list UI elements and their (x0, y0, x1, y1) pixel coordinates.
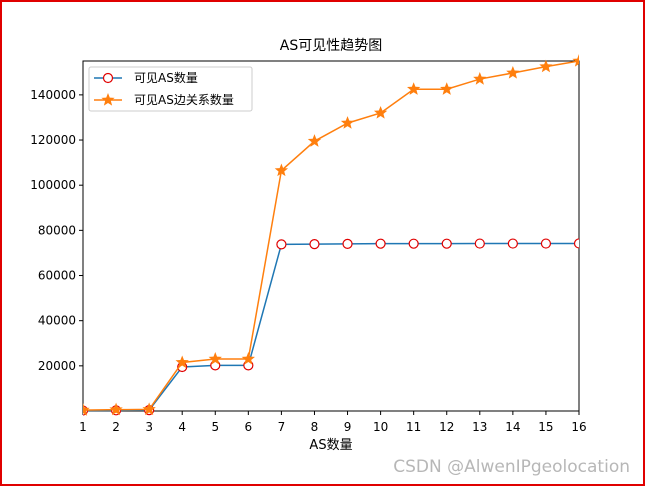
legend-marker-star (101, 93, 115, 106)
x-tick-label: 13 (472, 420, 487, 434)
legend-label-visible-as: 可见AS数量 (134, 70, 198, 85)
data-point (142, 402, 156, 416)
data-point (208, 352, 222, 365)
x-tick-label: 9 (344, 420, 352, 434)
data-point (340, 116, 355, 129)
x-tick-label: 15 (538, 420, 553, 434)
data-point (307, 134, 322, 147)
data-point (539, 59, 553, 73)
x-tick-label: 6 (245, 420, 253, 434)
data-point (473, 72, 487, 85)
x-tick-label: 11 (406, 420, 421, 434)
legend: 可见AS数量 可见AS边关系数量 (88, 66, 253, 112)
y-tick-label: 80000 (38, 223, 76, 237)
data-point (175, 355, 189, 369)
data-point (309, 239, 320, 250)
y-tick-label: 100000 (30, 178, 76, 192)
series-line (83, 60, 579, 411)
data-point (441, 238, 452, 249)
series-1 (83, 238, 579, 416)
x-tick-label: 4 (178, 420, 186, 434)
data-point (407, 82, 421, 95)
x-tick-label: 3 (145, 420, 153, 434)
data-point (540, 238, 552, 249)
x-tick-label: 10 (373, 420, 388, 434)
watermark: CSDN @AlwenIPgeolocation (393, 457, 630, 477)
data-point (274, 163, 289, 177)
series-2 (83, 54, 579, 416)
data-point (408, 238, 419, 249)
x-tick-label: 14 (505, 420, 520, 434)
y-tick-label: 40000 (38, 314, 76, 328)
data-point (375, 238, 386, 249)
x-axis-label: AS数量 (309, 438, 352, 453)
data-point (241, 352, 255, 365)
y-tick-label: 140000 (30, 88, 76, 102)
data-point (83, 403, 90, 416)
data-point (373, 105, 388, 119)
x-tick-label: 12 (439, 420, 454, 434)
data-point (572, 54, 579, 67)
data-point (276, 239, 287, 250)
x-tick-label: 1 (79, 420, 87, 434)
x-tick-label: 7 (278, 420, 286, 434)
legend-box (88, 66, 253, 112)
legend-label-as-edges: 可见AS边关系数量 (134, 92, 234, 107)
series-layer (83, 54, 579, 416)
data-point (506, 65, 520, 79)
x-tick-label: 8 (311, 420, 319, 434)
data-point (507, 238, 518, 249)
data-point (342, 238, 353, 250)
x-tick-label: 5 (211, 420, 219, 434)
axis-ticks: 1 2 3 4 5 6 7 8 9 10 11 12 13 14 15 1620000400006000080… (30, 88, 586, 434)
y-tick-label: 120000 (30, 133, 76, 147)
series-line (83, 242, 579, 412)
data-point (474, 238, 485, 249)
data-point (573, 238, 579, 249)
data-point (109, 402, 123, 416)
y-tick-label: 60000 (38, 269, 76, 283)
x-tick-label: 2 (112, 420, 120, 434)
data-point (440, 82, 454, 95)
plot-area (82, 60, 580, 412)
x-tick-label: 16 (571, 420, 586, 434)
chart-title: AS可见性趋势图 (280, 38, 382, 54)
y-tick-label: 20000 (38, 359, 76, 373)
legend-marker-circle (102, 72, 114, 84)
